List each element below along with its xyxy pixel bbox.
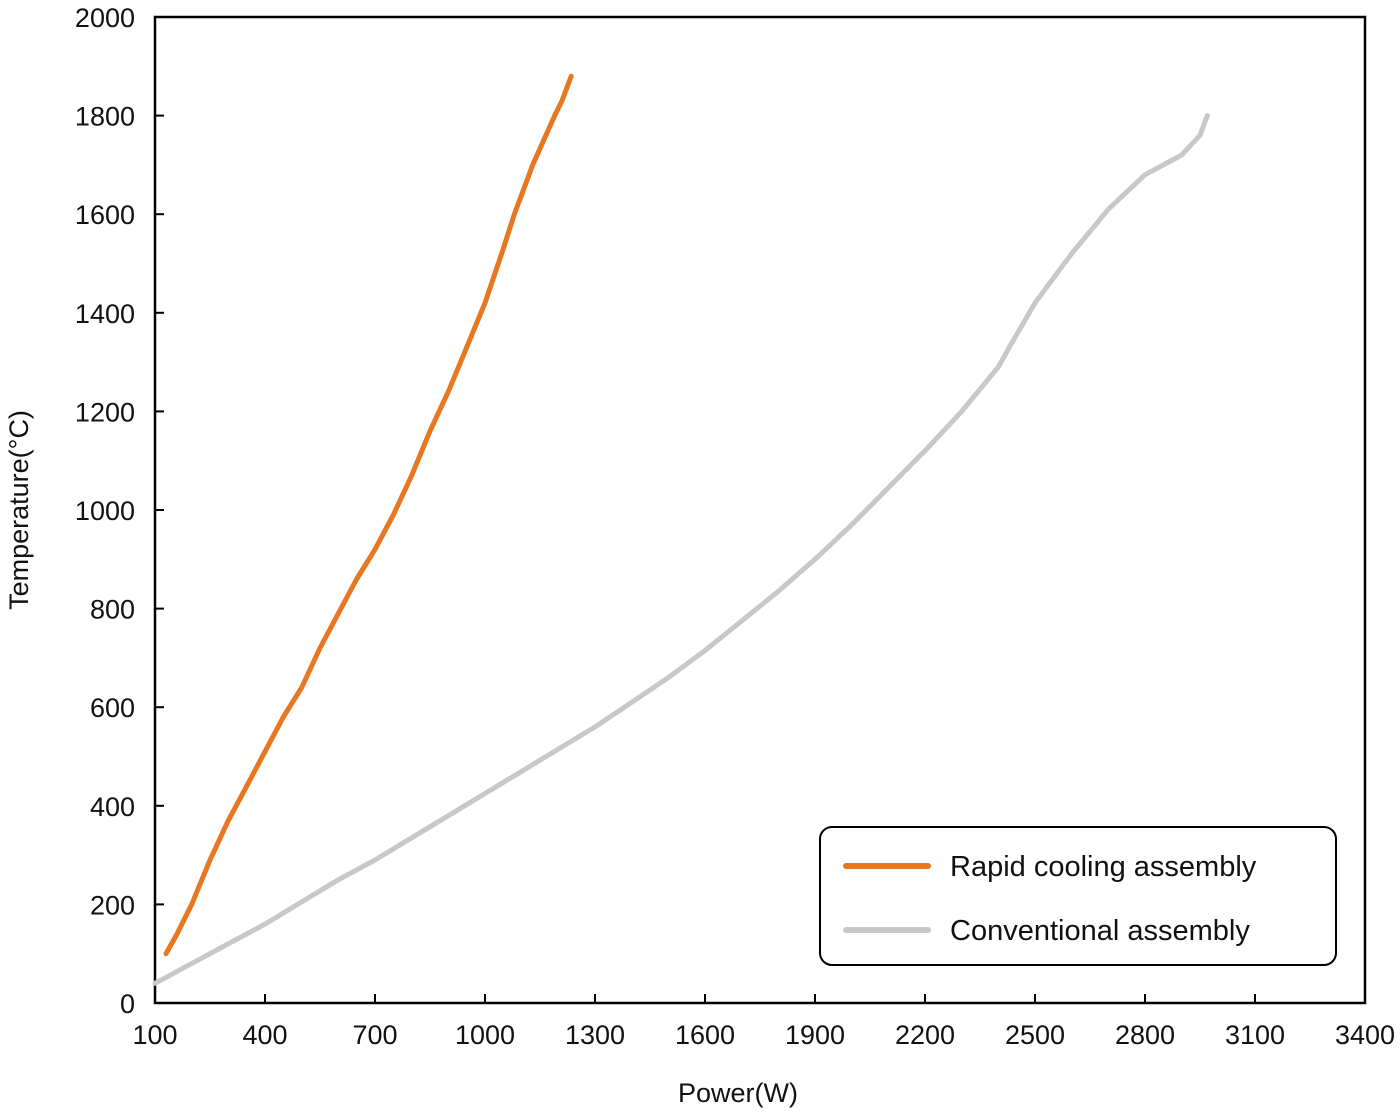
y-tick-label: 600 (90, 693, 135, 723)
x-tick-label: 2200 (895, 1020, 955, 1050)
x-tick-label: 3400 (1335, 1020, 1395, 1050)
y-tick-label: 400 (90, 792, 135, 822)
x-tick-label: 400 (242, 1020, 287, 1050)
y-axis: 0 200 400 600 800 1000 1200 1400 1600 1800 2000 (75, 3, 164, 1019)
x-axis-title: Power(W) (678, 1078, 798, 1108)
y-tick-label: 800 (90, 595, 135, 625)
x-tick-label: 3100 (1225, 1020, 1285, 1050)
x-tick-label: 1000 (455, 1020, 515, 1050)
x-tick-label: 1600 (675, 1020, 735, 1050)
series-line-rapid-cooling (163, 73, 574, 957)
y-tick-label: 1000 (75, 496, 135, 526)
x-axis: 100 400 700 1000 1300 1600 1900 2200 2500 2800 310… (132, 994, 1395, 1050)
y-tick-label: 1200 (75, 397, 135, 427)
y-axis-title: Temperature(°C) (4, 410, 34, 610)
x-tick-label: 1300 (565, 1020, 625, 1050)
y-tick-label: 0 (120, 989, 135, 1019)
x-tick-label: 2500 (1005, 1020, 1065, 1050)
x-tick-label: 100 (132, 1020, 177, 1050)
legend-label-rapid-cooling: Rapid cooling assembly (950, 851, 1257, 883)
x-tick-label: 1900 (785, 1020, 845, 1050)
legend-label-conventional: Conventional assembly (950, 915, 1250, 947)
legend-box (819, 826, 1337, 966)
y-tick-label: 1800 (75, 102, 135, 132)
series-line-conventional (152, 113, 1210, 986)
y-tick-label: 1400 (75, 299, 135, 329)
y-tick-label: 200 (90, 890, 135, 920)
x-tick-label: 2800 (1115, 1020, 1175, 1050)
series-layer (152, 73, 1210, 986)
y-tick-label: 2000 (75, 3, 135, 33)
x-tick-label: 700 (352, 1020, 397, 1050)
legend: Rapid cooling assembly Conventional asse… (819, 826, 1337, 966)
y-tick-label: 1600 (75, 200, 135, 230)
